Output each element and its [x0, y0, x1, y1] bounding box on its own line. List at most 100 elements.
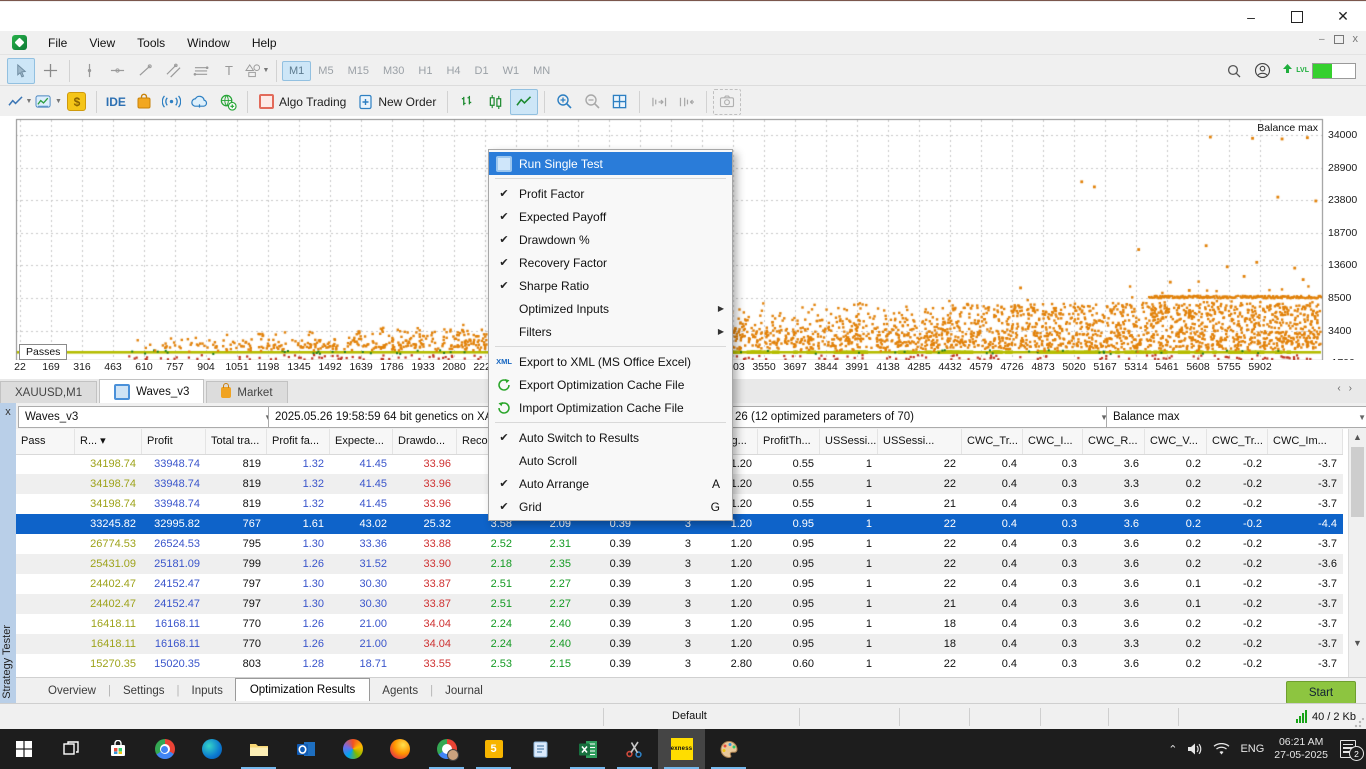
tab-scroll-arrows[interactable]: ‹›	[1337, 383, 1360, 394]
timeframe-m5[interactable]: M5	[311, 61, 340, 81]
child-close-icon[interactable]: x	[1353, 33, 1359, 45]
search-button[interactable]	[1221, 59, 1247, 83]
menu-item-drawdown-[interactable]: ✔Drawdown %	[489, 228, 732, 251]
new-order-button[interactable]: New Order	[352, 94, 442, 110]
child-minimize-icon[interactable]: –	[1319, 34, 1325, 45]
profile-button[interactable]	[1249, 59, 1275, 83]
equidistant-tool-button[interactable]	[188, 59, 214, 83]
taskbar-chrome-button[interactable]	[141, 729, 188, 769]
tester-tab-journal[interactable]: Journal	[433, 681, 495, 701]
taskbar-start-button[interactable]	[0, 729, 47, 769]
column-header[interactable]: USSessi...	[820, 429, 878, 454]
timeframe-d1[interactable]: D1	[468, 61, 496, 81]
taskbar-snipping-button[interactable]	[611, 729, 658, 769]
algo-trading-button[interactable]: Algo Trading	[253, 94, 352, 109]
column-header[interactable]: Profit fa...	[267, 429, 330, 454]
menu-item-auto-arrange[interactable]: ✔Auto ArrangeA	[489, 472, 732, 495]
menu-file[interactable]: File	[37, 33, 78, 53]
chart-tab-market[interactable]: Market	[206, 381, 287, 403]
scroll-down-icon[interactable]: ▼	[1349, 635, 1366, 651]
timeframe-m30[interactable]: M30	[376, 61, 411, 81]
menu-help[interactable]: Help	[241, 33, 288, 53]
tray-chevron-icon[interactable]: ⌃	[1168, 743, 1177, 756]
ide-button[interactable]: IDE	[103, 90, 129, 114]
timeframe-h4[interactable]: H4	[439, 61, 467, 81]
vertical-line-tool-button[interactable]	[76, 59, 102, 83]
timeframe-m1[interactable]: M1	[282, 61, 311, 81]
column-header[interactable]: Total tra...	[206, 429, 267, 454]
scrollbar-thumb[interactable]	[1351, 447, 1364, 517]
menu-item-filters[interactable]: Filters▶	[489, 320, 732, 343]
menu-view[interactable]: View	[78, 33, 126, 53]
trendline-tool-button[interactable]	[132, 59, 158, 83]
menu-item-auto-switch-to-results[interactable]: ✔Auto Switch to Results	[489, 426, 732, 449]
indicators-button[interactable]: ▼	[35, 90, 62, 114]
taskbar-explorer-button[interactable]	[235, 729, 282, 769]
menu-item-grid[interactable]: ✔GridG	[489, 495, 732, 518]
profile-status[interactable]: Default	[672, 710, 707, 722]
zoom-in-button[interactable]	[551, 90, 577, 114]
taskbar-task-view-button[interactable]	[47, 729, 94, 769]
cursor-tool-button[interactable]	[7, 58, 35, 84]
channel-tool-button[interactable]	[160, 59, 186, 83]
menu-item-sharpe-ratio[interactable]: ✔Sharpe Ratio	[489, 274, 732, 297]
timeframe-w1[interactable]: W1	[496, 61, 527, 81]
column-header[interactable]: CWC_Tr...	[962, 429, 1023, 454]
menu-item-expected-payoff[interactable]: ✔Expected Payoff	[489, 205, 732, 228]
column-header[interactable]: CWC_Tr...	[1207, 429, 1268, 454]
taskbar-exness-button[interactable]: exness	[658, 729, 705, 769]
candles-chart-button[interactable]	[482, 90, 508, 114]
column-header[interactable]: Expecte...	[330, 429, 393, 454]
column-header[interactable]: Drawdo...	[393, 429, 457, 454]
table-row[interactable]: 24402.4724152.477971.3030.3033.872.512.2…	[16, 594, 1343, 614]
menu-item-export-to-xml-ms-office-excel-[interactable]: XMLExport to XML (MS Office Excel)	[489, 350, 732, 373]
scroll-up-icon[interactable]: ▲	[1349, 429, 1366, 445]
menu-tools[interactable]: Tools	[126, 33, 176, 53]
chart-profile-button[interactable]: ▼	[7, 90, 33, 114]
menu-item-recovery-factor[interactable]: ✔Recovery Factor	[489, 251, 732, 274]
vertical-scrollbar[interactable]: ▲ ▼	[1348, 429, 1366, 677]
start-button[interactable]: Start	[1286, 681, 1356, 704]
text-tool-button[interactable]: T	[216, 59, 242, 83]
table-row[interactable]: 16418.1116168.117701.2621.0034.042.242.4…	[16, 634, 1343, 654]
timeframe-mn[interactable]: MN	[526, 61, 557, 81]
table-row[interactable]: 26774.5326524.537951.3033.3633.882.522.3…	[16, 534, 1343, 554]
criterion-select[interactable]: Balance max ▼	[1106, 406, 1366, 428]
menu-item-profit-factor[interactable]: ✔Profit Factor	[489, 182, 732, 205]
taskbar-copilot-button[interactable]	[329, 729, 376, 769]
screenshot-button[interactable]	[713, 89, 741, 115]
table-row[interactable]: 25431.0925181.097991.2631.5233.902.182.3…	[16, 554, 1343, 574]
bars-chart-button[interactable]	[454, 90, 480, 114]
tester-tab-overview[interactable]: Overview	[36, 681, 108, 701]
expert-select[interactable]: Waves_v3 ▼	[18, 406, 278, 428]
horizontal-line-tool-button[interactable]	[104, 59, 130, 83]
column-header[interactable]: CWC_I...	[1023, 429, 1083, 454]
menu-item-export-optimization-cache-file[interactable]: Export Optimization Cache File	[489, 373, 732, 396]
taskbar-store-button[interactable]	[94, 729, 141, 769]
resize-grip[interactable]	[1354, 718, 1364, 728]
taskbar-firefox-button[interactable]	[376, 729, 423, 769]
taskbar-clock[interactable]: 06:21 AM 27-05-2025	[1274, 736, 1328, 762]
minimize-button[interactable]: –	[1228, 2, 1274, 31]
column-header[interactable]: CWC_R...	[1083, 429, 1145, 454]
market-button[interactable]	[131, 90, 157, 114]
volume-icon[interactable]	[1187, 742, 1203, 756]
crosshair-tool-button[interactable]	[37, 59, 63, 83]
tester-tab-agents[interactable]: Agents	[370, 681, 430, 701]
tester-tab-settings[interactable]: Settings	[111, 681, 177, 701]
table-row[interactable]: 15270.3515020.358031.2818.7133.552.532.1…	[16, 654, 1343, 674]
column-header[interactable]: CWC_Im...	[1268, 429, 1343, 454]
menu-item-optimized-inputs[interactable]: Optimized Inputs▶	[489, 297, 732, 320]
column-header[interactable]: USSessi...	[878, 429, 962, 454]
taskbar-outlook-button[interactable]	[282, 729, 329, 769]
cloud-button[interactable]	[187, 90, 213, 114]
line-chart-type-button[interactable]	[510, 89, 538, 115]
table-row[interactable]: 16418.1116168.117701.2621.0034.042.242.4…	[16, 614, 1343, 634]
shapes-tool-button[interactable]: ▼	[244, 59, 270, 83]
child-restore-icon[interactable]	[1334, 35, 1344, 44]
language-indicator[interactable]: ENG	[1240, 743, 1264, 755]
shift-end-button[interactable]	[646, 90, 672, 114]
shift-start-button[interactable]	[674, 90, 700, 114]
chart-tab-waves-v3[interactable]: Waves_v3	[99, 379, 204, 403]
chart-tab-xauusd-m1[interactable]: XAUUSD,M1	[0, 381, 97, 403]
